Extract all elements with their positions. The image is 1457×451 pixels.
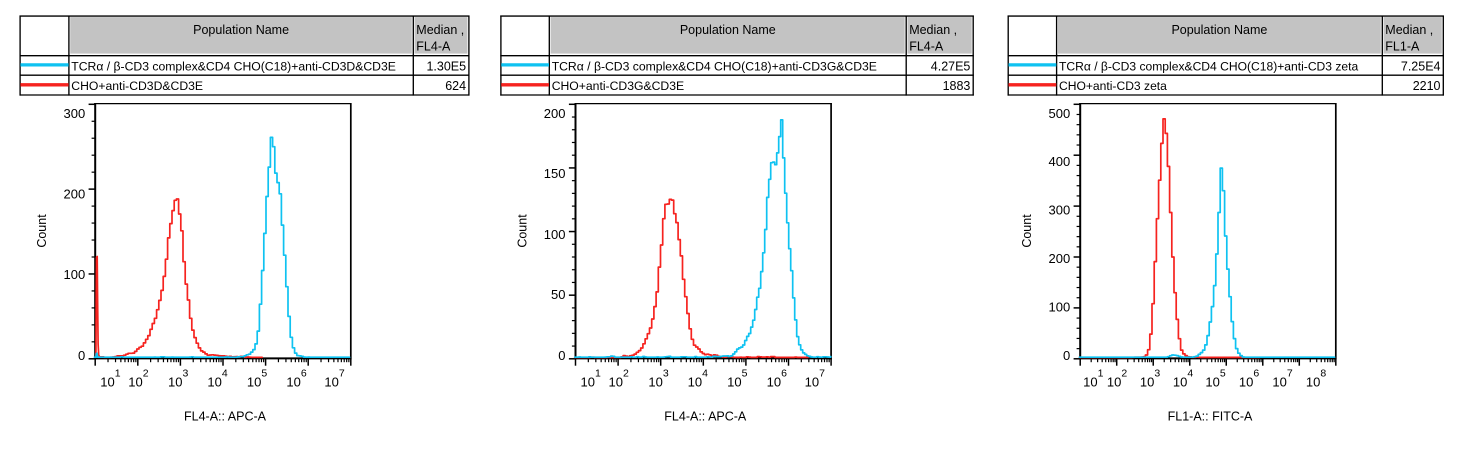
svg-text:400: 400 xyxy=(1048,154,1070,169)
svg-text:FL4-A:: APC-A: FL4-A:: APC-A xyxy=(184,410,267,424)
svg-text:150: 150 xyxy=(544,166,566,181)
svg-text:Median ,: Median , xyxy=(416,23,464,37)
svg-text:2210: 2210 xyxy=(1413,79,1441,93)
svg-text:CHO+anti-CD3D&CD3E: CHO+anti-CD3D&CD3E xyxy=(71,79,203,93)
svg-text:300: 300 xyxy=(63,106,85,121)
svg-text:CHO+anti-CD3 zeta: CHO+anti-CD3 zeta xyxy=(1059,79,1167,93)
svg-text:7.25E4: 7.25E4 xyxy=(1401,59,1441,73)
svg-text:Count: Count xyxy=(35,214,49,248)
svg-text:100: 100 xyxy=(1048,299,1070,314)
svg-text:0: 0 xyxy=(1063,348,1070,363)
svg-text:Population Name: Population Name xyxy=(1171,23,1267,37)
svg-text:200: 200 xyxy=(63,186,85,201)
svg-text:FL1-A: FL1-A xyxy=(1385,39,1420,53)
svg-text:Population Name: Population Name xyxy=(193,23,289,37)
svg-text:200: 200 xyxy=(1048,251,1070,266)
svg-text:0: 0 xyxy=(78,348,85,363)
svg-text:FL4-A: FL4-A xyxy=(416,39,451,53)
svg-text:Median ,: Median , xyxy=(909,23,957,37)
svg-text:500: 500 xyxy=(1048,106,1070,121)
svg-text:200: 200 xyxy=(544,106,566,121)
svg-text:TCRα / β-CD3 complex&CD4 CHO(C: TCRα / β-CD3 complex&CD4 CHO(C18)+anti-C… xyxy=(552,59,877,73)
svg-text:Count: Count xyxy=(515,214,529,248)
svg-text:624: 624 xyxy=(445,79,466,93)
svg-text:1883: 1883 xyxy=(943,79,971,93)
svg-text:Median ,: Median , xyxy=(1385,23,1433,37)
svg-text:100: 100 xyxy=(63,267,85,282)
svg-text:TCRα / β-CD3 complex&CD4 CHO(C: TCRα / β-CD3 complex&CD4 CHO(C18)+anti-C… xyxy=(1059,59,1359,73)
svg-text:300: 300 xyxy=(1048,203,1070,218)
svg-text:Population Name: Population Name xyxy=(680,23,776,37)
svg-text:TCRα / β-CD3 complex&CD4 CHO(C: TCRα / β-CD3 complex&CD4 CHO(C18)+anti-C… xyxy=(71,59,396,73)
svg-text:CHO+anti-CD3G&CD3E: CHO+anti-CD3G&CD3E xyxy=(552,79,684,93)
svg-text:0: 0 xyxy=(558,348,565,363)
svg-text:FL1-A:: FITC-A: FL1-A:: FITC-A xyxy=(1168,410,1253,424)
svg-text:FL4-A: FL4-A xyxy=(909,39,944,53)
svg-text:1.30E5: 1.30E5 xyxy=(426,59,466,73)
svg-text:Count: Count xyxy=(1020,214,1034,248)
svg-text:4.27E5: 4.27E5 xyxy=(931,59,971,73)
svg-text:50: 50 xyxy=(551,287,565,302)
svg-text:FL4-A:: APC-A: FL4-A:: APC-A xyxy=(664,410,747,424)
svg-text:100: 100 xyxy=(544,227,566,242)
